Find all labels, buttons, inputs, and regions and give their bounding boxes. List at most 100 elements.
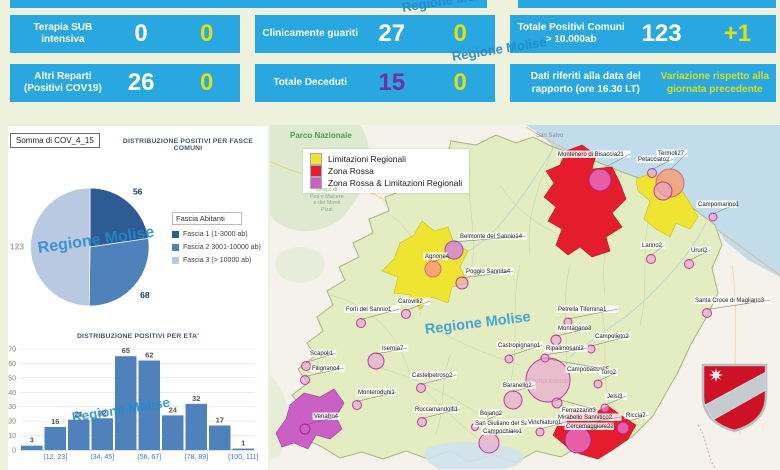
pie-slice[interactable]: [30, 187, 91, 307]
boundary-dashed: [697, 424, 717, 470]
bar[interactable]: [91, 418, 114, 450]
legend-swatch-icon: [310, 177, 322, 189]
town-marker[interactable]: [550, 334, 562, 346]
lake: [424, 441, 524, 469]
bar[interactable]: [44, 426, 67, 450]
bar-value-label: 32: [192, 394, 200, 403]
town-marker[interactable]: [551, 397, 563, 409]
zone-agnone-yellow[interactable]: [381, 220, 469, 310]
town-marker[interactable]: [653, 181, 673, 201]
y-tick-label: 10: [8, 433, 16, 440]
bar[interactable]: [209, 425, 231, 450]
kpi-card-terapia-sub[interactable]: Terapia SUB intensiva 0 0: [10, 15, 240, 53]
town-labels: Montenero di Bisaccia21 Petacciato2Termol…: [304, 149, 771, 435]
town-label: Ferrazzano3: [562, 408, 596, 414]
top-card-partial-right: [518, 0, 776, 8]
town-marker[interactable]: [356, 318, 366, 328]
town-marker[interactable]: [535, 427, 545, 437]
town-label: Poggio Sannita4: [466, 269, 511, 275]
town-marker[interactable]: [702, 308, 712, 318]
town-marker[interactable]: [600, 403, 610, 413]
town-marker[interactable]: [417, 417, 427, 427]
bar[interactable]: [162, 415, 184, 450]
x-tick-label: (12, 23]: [43, 454, 67, 461]
town-label: Cercemaggiore22: [566, 424, 614, 430]
pie-legend-item: Fascia 3 (> 10000 ab): [172, 257, 264, 264]
town-marker[interactable]: [647, 168, 657, 178]
pie-slice[interactable]: [89, 187, 149, 248]
town-marker[interactable]: [478, 432, 500, 454]
town-marker[interactable]: [646, 254, 656, 264]
kpi-card-info[interactable]: Dati riferiti alla data del rapporto (or…: [510, 64, 776, 102]
town-marker[interactable]: [301, 361, 311, 371]
town-marker[interactable]: [352, 400, 362, 410]
pie-legend-item: Fascia 2 3001-10000 ab): [172, 244, 264, 251]
town-marker[interactable]: [455, 276, 469, 290]
pie-chart[interactable]: 56 68 123: [8, 156, 176, 336]
town-marker[interactable]: [586, 344, 596, 354]
town-label: Vinchiaturo1: [528, 420, 562, 426]
bar[interactable]: [68, 419, 90, 450]
town-label: Baranello2: [503, 383, 532, 389]
town-marker[interactable]: [684, 259, 694, 269]
pivot-field-box[interactable]: Somma di COV_4_15: [10, 133, 100, 148]
map-legend-item: Limitazioni Regionali: [310, 153, 462, 165]
zone-venafro-magenta[interactable]: [275, 388, 345, 450]
region-map[interactable]: Campobasso Montenero di Bisaccia21Petacc…: [270, 125, 780, 470]
town-marker[interactable]: [588, 168, 612, 192]
map-legend: Limitazioni Regionali Zona Rossa Zona Ross…: [303, 149, 470, 193]
pie-chart-title: DISTRIBUZIONE POSITIVI PER FASCE COMUNI: [122, 138, 254, 152]
town-marker[interactable]: [300, 375, 310, 385]
town-marker[interactable]: [564, 426, 592, 454]
town-label: Castelpetroso2: [412, 373, 453, 379]
kpi-delta: 0: [199, 20, 214, 47]
town-label: Bojano2: [480, 411, 503, 417]
town-marker[interactable]: [367, 352, 385, 370]
town-label: Forlì del Sannio1: [346, 307, 392, 313]
bar-value-label: 16: [51, 417, 59, 426]
town-marker[interactable]: [540, 353, 550, 363]
bar-chart[interactable]: 0 10 20 30 40 50 60 70 3 16 21 22 65 62 24 32 17 1 (12, 23…: [8, 344, 268, 470]
bar[interactable]: [138, 360, 161, 450]
map-panel[interactable]: Campobasso Montenero di Bisaccia21Petacc…: [270, 125, 780, 470]
town-marker[interactable]: [401, 309, 411, 319]
town-marker[interactable]: [444, 240, 464, 260]
town-label: Scapoli1: [310, 351, 334, 357]
town-marker[interactable]: [616, 421, 630, 435]
bar[interactable]: [232, 448, 255, 450]
town-marker[interactable]: [504, 354, 514, 364]
town-marker[interactable]: [416, 383, 426, 393]
charts-panel: Somma di COV_4_15 DISTRIBUZIONE POSITIVI…: [8, 126, 268, 470]
x-tick-label: (100, 111]: [228, 454, 259, 461]
town-label: Ururi2: [691, 248, 708, 254]
x-tick-label: (56, 67]: [137, 454, 161, 461]
kpi-delta: 0: [453, 20, 467, 47]
town-marker[interactable]: [424, 260, 442, 278]
town-marker[interactable]: [299, 423, 311, 435]
town-label: Filignano4: [312, 366, 340, 372]
town-label: Carovilli2: [398, 299, 423, 305]
town-label: San Giuliano del Sannio1: [475, 421, 543, 427]
pie-slice[interactable]: [88, 238, 150, 307]
y-tick-label: 40: [8, 390, 16, 397]
y-tick-label: 60: [8, 361, 16, 368]
park-label: Parco Nazionale: [290, 131, 352, 140]
bar[interactable]: [185, 403, 208, 450]
town-label: Castropignano1: [498, 343, 541, 349]
kpi-label: Totale Deceduti: [273, 77, 348, 88]
pie-value-label: 123: [10, 242, 24, 252]
kpi-card-altri-reparti[interactable]: Altri Reparti (Positivi COV19) 26 0: [10, 64, 240, 102]
kpi-card-guariti[interactable]: Clinicamente guariti 27 0: [255, 15, 495, 53]
bar-value-label: 22: [98, 408, 106, 417]
bar[interactable]: [115, 356, 137, 450]
town-marker[interactable]: [503, 390, 523, 410]
bar[interactable]: [21, 445, 43, 450]
pie-legend-item: Fascia 1 (1-3000 ab): [172, 231, 264, 238]
kpi-card-deceduti[interactable]: Totale Deceduti 15 0: [255, 64, 495, 102]
town-marker[interactable]: [593, 379, 603, 389]
kpi-value: 15: [378, 69, 406, 96]
town-marker[interactable]: [525, 357, 571, 403]
town-marker[interactable]: [708, 212, 718, 222]
kpi-card-positivi-comuni[interactable]: Totale Positivi Comuni > 10.000ab 123 +1: [510, 15, 776, 53]
